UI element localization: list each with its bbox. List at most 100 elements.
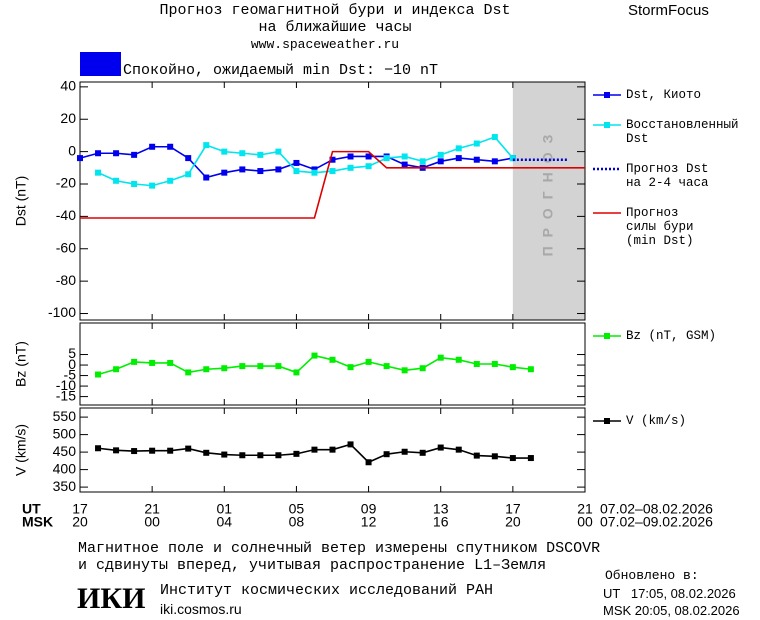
point bbox=[365, 163, 372, 170]
plot-frame bbox=[79, 407, 586, 493]
x-tick-label: 05 bbox=[289, 501, 305, 517]
y-tick-label: 20 bbox=[60, 110, 76, 126]
point bbox=[203, 174, 210, 181]
point bbox=[149, 447, 156, 454]
legend-label: Восстановленный Dst bbox=[626, 118, 739, 146]
point bbox=[347, 164, 354, 171]
forecast-label: ПРОГНОЗ bbox=[540, 126, 556, 257]
y-tick-label: -80 bbox=[56, 272, 76, 288]
point bbox=[239, 150, 246, 157]
x-tick-label: 04 bbox=[216, 514, 232, 530]
point bbox=[527, 366, 534, 373]
point bbox=[419, 365, 426, 372]
point bbox=[401, 448, 408, 455]
legend-label: Прогноз силы бури (min Dst) bbox=[626, 206, 694, 248]
plot-frame bbox=[79, 81, 586, 321]
point bbox=[131, 358, 138, 365]
point bbox=[311, 166, 318, 173]
point bbox=[329, 356, 336, 363]
y-tick-label: 0 bbox=[68, 142, 76, 158]
y-axis-label: Dst (nT) bbox=[13, 176, 29, 227]
status-box bbox=[80, 52, 121, 76]
x-tick-label: 17 bbox=[72, 501, 88, 517]
x-tick-label: 21 bbox=[144, 501, 160, 517]
point bbox=[491, 158, 498, 165]
point bbox=[149, 143, 156, 150]
title-line: на ближайшие часы bbox=[258, 19, 412, 36]
point bbox=[131, 151, 138, 158]
note-line: и сдвинуты вперед, учитывая распростране… bbox=[78, 557, 547, 574]
point bbox=[77, 155, 83, 162]
point bbox=[113, 150, 120, 157]
x-tick-label: 01 bbox=[216, 501, 232, 517]
point bbox=[401, 153, 408, 160]
point bbox=[239, 166, 246, 173]
y-tick-label: -60 bbox=[56, 239, 76, 255]
point bbox=[131, 448, 138, 455]
y-tick-label: -15 bbox=[56, 387, 76, 403]
x-tick-label: 21 bbox=[577, 501, 593, 517]
y-tick-label: 5 bbox=[68, 345, 76, 361]
y-tick-label: -5 bbox=[64, 366, 77, 382]
point bbox=[95, 169, 102, 176]
legend-label: Dst, Киото bbox=[626, 88, 702, 102]
x-tick-label: 20 bbox=[72, 514, 88, 530]
point bbox=[275, 148, 282, 155]
note-line: Магнитное поле и солнечный ветер измерен… bbox=[78, 540, 601, 557]
y-tick-label: 400 bbox=[53, 460, 77, 476]
point bbox=[167, 359, 174, 366]
x-row-name: MSK bbox=[22, 514, 53, 530]
legend-label: Bz (nT, GSM) bbox=[626, 329, 717, 343]
point bbox=[311, 446, 318, 453]
point bbox=[473, 452, 480, 459]
point bbox=[293, 159, 300, 166]
point bbox=[149, 182, 156, 189]
point bbox=[437, 151, 444, 158]
legend-marker bbox=[604, 418, 610, 424]
point bbox=[365, 153, 372, 160]
series-line bbox=[97, 136, 514, 187]
point bbox=[95, 150, 102, 157]
point bbox=[257, 151, 264, 158]
point bbox=[239, 363, 246, 370]
forecast-region bbox=[512, 82, 585, 320]
point bbox=[221, 451, 228, 458]
point bbox=[257, 168, 264, 175]
y-tick-label: 350 bbox=[53, 478, 77, 494]
y-tick-label: 550 bbox=[53, 408, 77, 424]
point bbox=[473, 140, 480, 147]
point bbox=[437, 444, 444, 451]
point bbox=[527, 455, 534, 462]
point bbox=[347, 153, 354, 160]
point bbox=[95, 445, 102, 452]
point bbox=[491, 361, 498, 367]
point bbox=[419, 449, 426, 456]
x-tick-label: 17 bbox=[505, 501, 521, 517]
legend-marker bbox=[604, 122, 610, 128]
point bbox=[167, 177, 174, 184]
point bbox=[95, 371, 102, 378]
point bbox=[401, 161, 408, 168]
point bbox=[455, 155, 462, 162]
point bbox=[203, 366, 210, 373]
x-row-range: 07.02–09.02.2026 bbox=[600, 514, 713, 530]
y-tick-label: -10 bbox=[56, 377, 76, 393]
y-axis-label: Bz (nT) bbox=[13, 341, 29, 387]
point bbox=[509, 455, 516, 462]
institute: Институт космических исследований РАН bbox=[160, 582, 494, 599]
y-tick-label: -20 bbox=[56, 175, 76, 191]
y-tick-label: 40 bbox=[60, 78, 76, 94]
point bbox=[365, 459, 372, 466]
legend-label: Прогноз Dst на 2-4 часа bbox=[626, 162, 709, 190]
x-tick-label: 20 bbox=[505, 514, 521, 530]
x-tick-label: 08 bbox=[289, 514, 305, 530]
point bbox=[437, 158, 444, 165]
point bbox=[509, 155, 516, 162]
point bbox=[293, 369, 300, 376]
point bbox=[149, 359, 156, 366]
point bbox=[257, 363, 264, 370]
y-axis-label: V (km/s) bbox=[13, 424, 29, 476]
point bbox=[113, 366, 120, 373]
point bbox=[113, 177, 120, 184]
brand: StormFocus bbox=[628, 2, 709, 19]
